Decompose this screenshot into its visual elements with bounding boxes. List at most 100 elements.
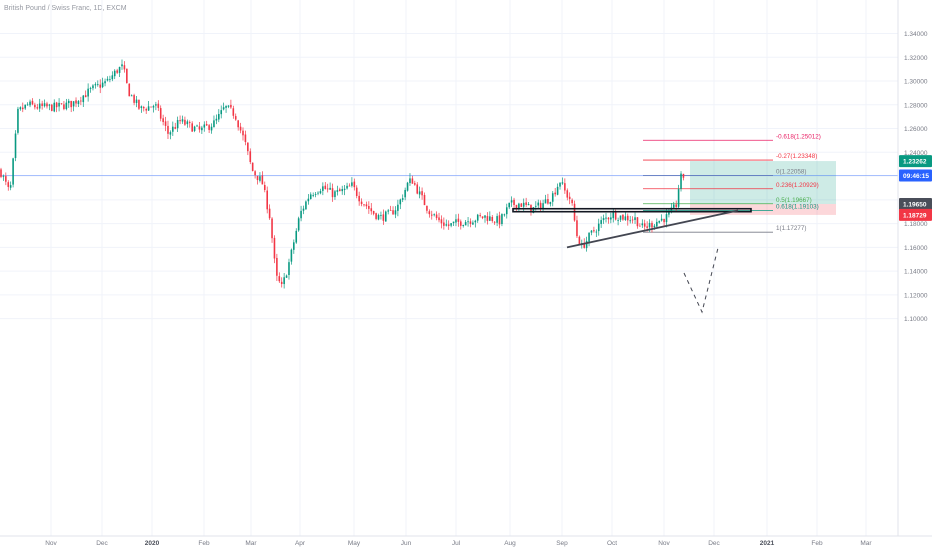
candle-body	[128, 83, 131, 97]
price-label-text: 1.23262	[903, 159, 927, 166]
candle-body	[612, 212, 615, 219]
position-zone[interactable]	[690, 161, 836, 215]
candle-body	[457, 218, 460, 222]
candle-body	[234, 116, 237, 120]
candle-body	[118, 66, 121, 73]
fib-level-label: 0(1.22058)	[776, 168, 806, 175]
candle-body	[283, 277, 285, 285]
candle-body	[491, 216, 494, 222]
candle-body	[268, 208, 271, 219]
candle-body	[82, 95, 85, 103]
candle-body	[297, 218, 300, 231]
candle-body	[554, 192, 556, 195]
fib-level-label: 1(1.17277)	[776, 225, 806, 232]
candle-body	[29, 101, 31, 106]
candle-body	[305, 201, 307, 210]
candle-body	[278, 276, 281, 282]
candle-body	[343, 188, 346, 190]
fib-level-label: 0.5(1.19667)	[776, 197, 812, 204]
candle-body	[193, 126, 196, 131]
candle-body	[0, 169, 2, 177]
candle-body	[46, 103, 48, 107]
candle-body	[607, 217, 610, 220]
candle-body	[663, 218, 665, 223]
candle-body	[503, 214, 506, 216]
candle-body	[326, 188, 329, 190]
candle-body	[5, 176, 7, 182]
candle-body	[619, 215, 622, 220]
candle-body	[476, 214, 479, 221]
price-tick-label: 1.24000	[904, 150, 928, 157]
candle-body	[583, 242, 586, 248]
candle-body	[351, 182, 353, 186]
candle-body	[426, 205, 428, 211]
candle-body	[532, 207, 535, 214]
candle-body	[677, 189, 680, 207]
candle-body	[624, 216, 627, 221]
candle-body	[65, 102, 68, 110]
candle-body	[290, 249, 293, 262]
candle-body	[41, 103, 43, 106]
candle-body	[99, 84, 102, 88]
candle-body	[94, 84, 97, 86]
price-tick-label: 1.32000	[904, 55, 928, 62]
projection-path[interactable]	[683, 247, 719, 314]
candle-body	[302, 208, 305, 211]
candle-body	[307, 198, 310, 202]
target-zone[interactable]	[690, 161, 836, 204]
candle-body	[498, 215, 501, 225]
candle-body	[87, 88, 89, 97]
stop-zone[interactable]	[690, 203, 836, 215]
candle-body	[147, 106, 150, 111]
candle-body	[360, 201, 363, 205]
candle-body	[501, 214, 503, 225]
candle-body	[155, 104, 157, 106]
candle-body	[576, 220, 578, 237]
candle-body	[123, 65, 126, 70]
candle-body	[198, 126, 201, 130]
candle-body	[142, 107, 145, 109]
candle-body	[394, 210, 397, 215]
candle-body	[588, 232, 590, 242]
candle-body	[205, 124, 208, 126]
candle-body	[568, 196, 571, 200]
candle-body	[631, 219, 634, 221]
candle-body	[288, 262, 290, 276]
candle-body	[254, 171, 256, 176]
candle-body	[145, 109, 147, 111]
support-trendline[interactable]	[566, 209, 739, 249]
time-axis[interactable]: Nov Dec 2020 Feb Mar Apr May Jun Jul Aug Sep Oct Nov…	[45, 540, 872, 547]
candle-body	[680, 173, 682, 189]
candle-body	[176, 120, 179, 129]
candle-body	[191, 123, 193, 132]
candle-body	[556, 186, 559, 195]
candle-body	[247, 142, 249, 152]
drawings[interactable]	[512, 207, 752, 314]
time-tick-label: Jul	[452, 540, 461, 547]
candle-body	[140, 106, 143, 108]
candle-body	[36, 107, 39, 109]
candle-body	[276, 257, 278, 276]
candle-body	[428, 211, 431, 215]
candle-body	[421, 191, 423, 196]
candle-body	[602, 218, 605, 221]
candle-body	[208, 125, 210, 130]
candle-body	[138, 99, 140, 109]
candle-body	[251, 162, 254, 171]
candle-body	[416, 184, 419, 194]
candle-body	[665, 214, 668, 223]
candle-body	[80, 100, 82, 102]
candle-body	[513, 199, 515, 205]
candle-body	[455, 219, 457, 223]
candle-body	[230, 104, 232, 108]
candle-body	[242, 130, 244, 136]
candle-body	[365, 204, 368, 207]
candle-body	[605, 217, 607, 219]
candle-body	[159, 108, 162, 119]
candle-body	[656, 221, 658, 227]
candle-body	[164, 121, 167, 126]
price-label-box	[899, 169, 932, 182]
time-tick-label: Feb	[811, 540, 823, 547]
resistance-zone[interactable]	[512, 207, 752, 213]
